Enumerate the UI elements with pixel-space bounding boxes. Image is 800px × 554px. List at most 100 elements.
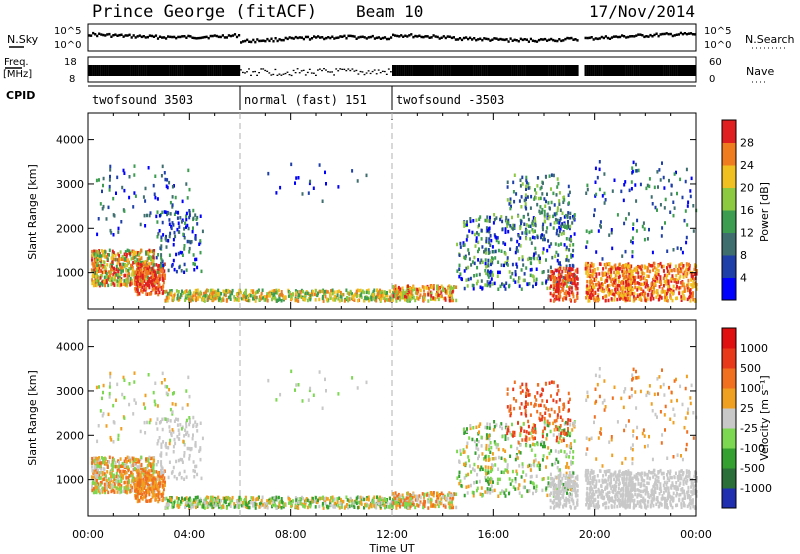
power-cell	[151, 259, 154, 263]
power-cell	[681, 283, 684, 288]
power-cell	[97, 275, 100, 279]
freq-sample	[359, 70, 362, 73]
power-cell	[99, 202, 102, 206]
velocity-cell	[124, 464, 126, 468]
power-cell	[539, 196, 542, 201]
velocity-cell	[144, 470, 147, 474]
power-cell	[556, 177, 559, 181]
power-cell	[492, 221, 495, 225]
power-cell	[109, 164, 112, 169]
power-cell	[660, 282, 663, 286]
freq-sample	[341, 68, 344, 70]
power-cell	[559, 289, 562, 294]
power-cell	[198, 292, 201, 296]
power-cell	[104, 279, 107, 283]
velocity-cell	[115, 471, 118, 476]
power-cell	[112, 213, 115, 217]
power-cell	[564, 225, 567, 229]
power-cell	[177, 290, 180, 294]
power-cell	[413, 287, 416, 291]
freq-sample	[570, 65, 573, 76]
power-cell	[686, 285, 689, 290]
power-cell	[601, 271, 604, 276]
power-cell	[111, 249, 114, 254]
power-cell	[164, 210, 167, 214]
power-cell	[367, 298, 370, 303]
power-cell	[649, 286, 652, 291]
nsky-sample	[282, 38, 285, 42]
power-cell	[561, 269, 564, 274]
power-cell	[568, 287, 571, 292]
nsky-sample	[313, 35, 316, 38]
velocity-cell	[104, 486, 107, 490]
power-cell	[252, 296, 255, 301]
power-cell	[139, 282, 141, 286]
velocity-cell	[97, 482, 100, 486]
power-cell	[111, 260, 114, 264]
velocity-cell	[148, 472, 151, 477]
power-cell	[504, 287, 507, 291]
nsky-sample	[542, 38, 545, 41]
freq-sample	[213, 65, 216, 76]
nsky-sample	[254, 40, 257, 44]
power-cell	[589, 269, 592, 273]
power-cell	[117, 226, 120, 231]
velocity-cell	[152, 488, 155, 493]
power-cell	[690, 283, 693, 287]
freq-sample	[304, 74, 307, 76]
freq-sample	[667, 65, 670, 76]
power-cell	[520, 221, 522, 226]
power-cell	[260, 293, 263, 298]
nsky-sample	[436, 35, 439, 39]
velocity-cell	[171, 428, 174, 432]
power-cell	[117, 272, 120, 277]
freq-sample	[531, 65, 534, 76]
power-cell	[506, 198, 509, 202]
velocity-cell	[133, 489, 136, 493]
power-cell	[117, 230, 120, 234]
nsky-sample	[493, 37, 496, 40]
power-cell	[679, 177, 682, 182]
power-cell	[405, 289, 408, 293]
nsky-sample	[438, 37, 441, 40]
power-cell	[296, 290, 299, 294]
power-cell	[103, 265, 106, 269]
power-cell	[116, 175, 119, 180]
power-cell	[288, 290, 291, 295]
power-cell	[682, 272, 685, 277]
power-cell	[602, 296, 605, 300]
power-cell	[194, 293, 197, 297]
nsky-sample	[663, 32, 666, 36]
freq-sample	[408, 65, 411, 76]
power-cell	[630, 271, 633, 275]
velocity-cell	[114, 465, 117, 469]
power-cell	[619, 296, 622, 300]
power-cell	[541, 251, 544, 255]
freq-sample	[325, 69, 327, 71]
power-cell	[685, 235, 688, 240]
power-cell	[275, 299, 278, 303]
power-cell	[588, 285, 591, 289]
velocity-cell	[161, 484, 164, 488]
power-cell	[140, 288, 142, 293]
velocity-cell	[109, 435, 112, 440]
velocity-cell	[122, 464, 125, 469]
power-cell	[185, 182, 188, 186]
power-cell	[151, 266, 154, 270]
power-cell	[569, 297, 572, 302]
power-cell	[601, 257, 604, 261]
power-cell	[160, 235, 163, 239]
power-cell	[527, 182, 530, 186]
velocity-cell	[199, 421, 202, 425]
freq-sample	[420, 65, 423, 76]
velocity-cell	[127, 487, 130, 491]
power-cell	[165, 184, 168, 188]
power-cell	[365, 290, 368, 295]
power-cell	[569, 216, 572, 220]
velocity-cell	[154, 480, 156, 485]
power-cell	[523, 272, 526, 276]
power-cell	[690, 274, 693, 278]
power-cell	[689, 289, 691, 293]
freq-sample	[294, 72, 297, 74]
power-cell	[501, 219, 504, 224]
